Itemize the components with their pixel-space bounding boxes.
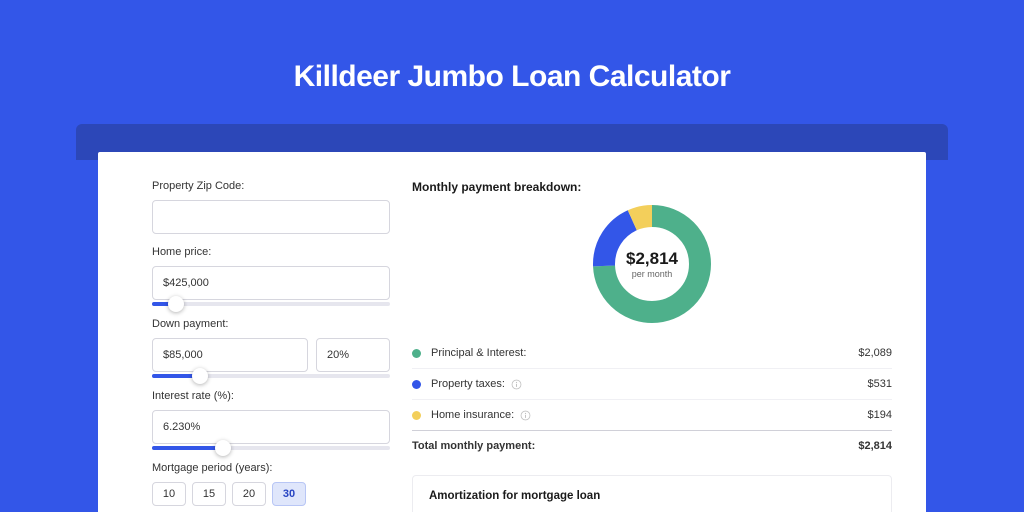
- page-title: Killdeer Jumbo Loan Calculator: [0, 0, 1024, 122]
- legend-row-taxes: Property taxes: $531: [412, 368, 892, 399]
- legend-value-principal: $2,089: [858, 347, 892, 359]
- info-icon[interactable]: [511, 379, 522, 390]
- down-payment-pct-input[interactable]: [316, 338, 390, 372]
- legend-value-total: $2,814: [858, 440, 892, 452]
- mortgage-period-label: Mortgage period (years):: [152, 462, 392, 474]
- amortization-card: Amortization for mortgage loan Amortizat…: [412, 475, 892, 512]
- legend-value-taxes: $531: [868, 378, 892, 390]
- breakdown-title: Monthly payment breakdown:: [412, 180, 892, 194]
- interest-rate-slider-thumb[interactable]: [215, 440, 231, 456]
- period-option-30[interactable]: 30: [272, 482, 306, 506]
- mortgage-period-options: 10152030: [152, 482, 392, 506]
- calculator-panel: Property Zip Code: Home price: Down paym…: [98, 152, 926, 512]
- zip-input[interactable]: [152, 200, 390, 234]
- legend-dot-principal: [412, 349, 421, 358]
- legend-row-insurance: Home insurance: $194: [412, 399, 892, 430]
- donut-center: $2,814 per month: [592, 204, 712, 324]
- legend-dot-insurance: [412, 411, 421, 420]
- legend-label-total: Total monthly payment:: [412, 440, 535, 452]
- donut-chart: $2,814 per month: [592, 204, 712, 324]
- down-payment-slider[interactable]: [152, 374, 390, 378]
- down-payment-label: Down payment:: [152, 318, 392, 330]
- down-payment-input[interactable]: [152, 338, 308, 372]
- amortization-title: Amortization for mortgage loan: [429, 490, 875, 502]
- legend-row-total: Total monthly payment: $2,814: [412, 430, 892, 461]
- donut-chart-wrap: $2,814 per month: [412, 204, 892, 324]
- interest-rate-slider[interactable]: [152, 446, 390, 450]
- period-option-10[interactable]: 10: [152, 482, 186, 506]
- period-option-20[interactable]: 20: [232, 482, 266, 506]
- home-price-slider[interactable]: [152, 302, 390, 306]
- home-price-input[interactable]: [152, 266, 390, 300]
- legend-dot-taxes: [412, 380, 421, 389]
- down-payment-slider-thumb[interactable]: [192, 368, 208, 384]
- info-icon[interactable]: [520, 410, 531, 421]
- home-price-label: Home price:: [152, 246, 392, 258]
- interest-rate-label: Interest rate (%):: [152, 390, 392, 402]
- legend-row-principal: Principal & Interest: $2,089: [412, 338, 892, 368]
- zip-label: Property Zip Code:: [152, 180, 392, 192]
- legend-label-taxes: Property taxes:: [431, 378, 505, 390]
- legend: Principal & Interest: $2,089 Property taxe…: [412, 338, 892, 461]
- legend-value-insurance: $194: [868, 409, 892, 421]
- donut-amount: $2,814: [626, 249, 678, 269]
- interest-rate-slider-fill: [152, 446, 223, 450]
- mortgage-period-field: Mortgage period (years): 10152030: [152, 462, 392, 506]
- form-column: Property Zip Code: Home price: Down paym…: [98, 152, 392, 512]
- interest-rate-input[interactable]: [152, 410, 390, 444]
- down-payment-field: Down payment:: [152, 318, 392, 378]
- home-price-field: Home price:: [152, 246, 392, 306]
- legend-label-insurance: Home insurance:: [431, 409, 514, 421]
- zip-field: Property Zip Code:: [152, 180, 392, 234]
- breakdown-column: Monthly payment breakdown: $2,814 per mo…: [392, 152, 926, 512]
- period-option-15[interactable]: 15: [192, 482, 226, 506]
- home-price-slider-thumb[interactable]: [168, 296, 184, 312]
- donut-sub: per month: [632, 269, 673, 279]
- interest-rate-field: Interest rate (%):: [152, 390, 392, 450]
- legend-label-principal: Principal & Interest:: [431, 347, 526, 359]
